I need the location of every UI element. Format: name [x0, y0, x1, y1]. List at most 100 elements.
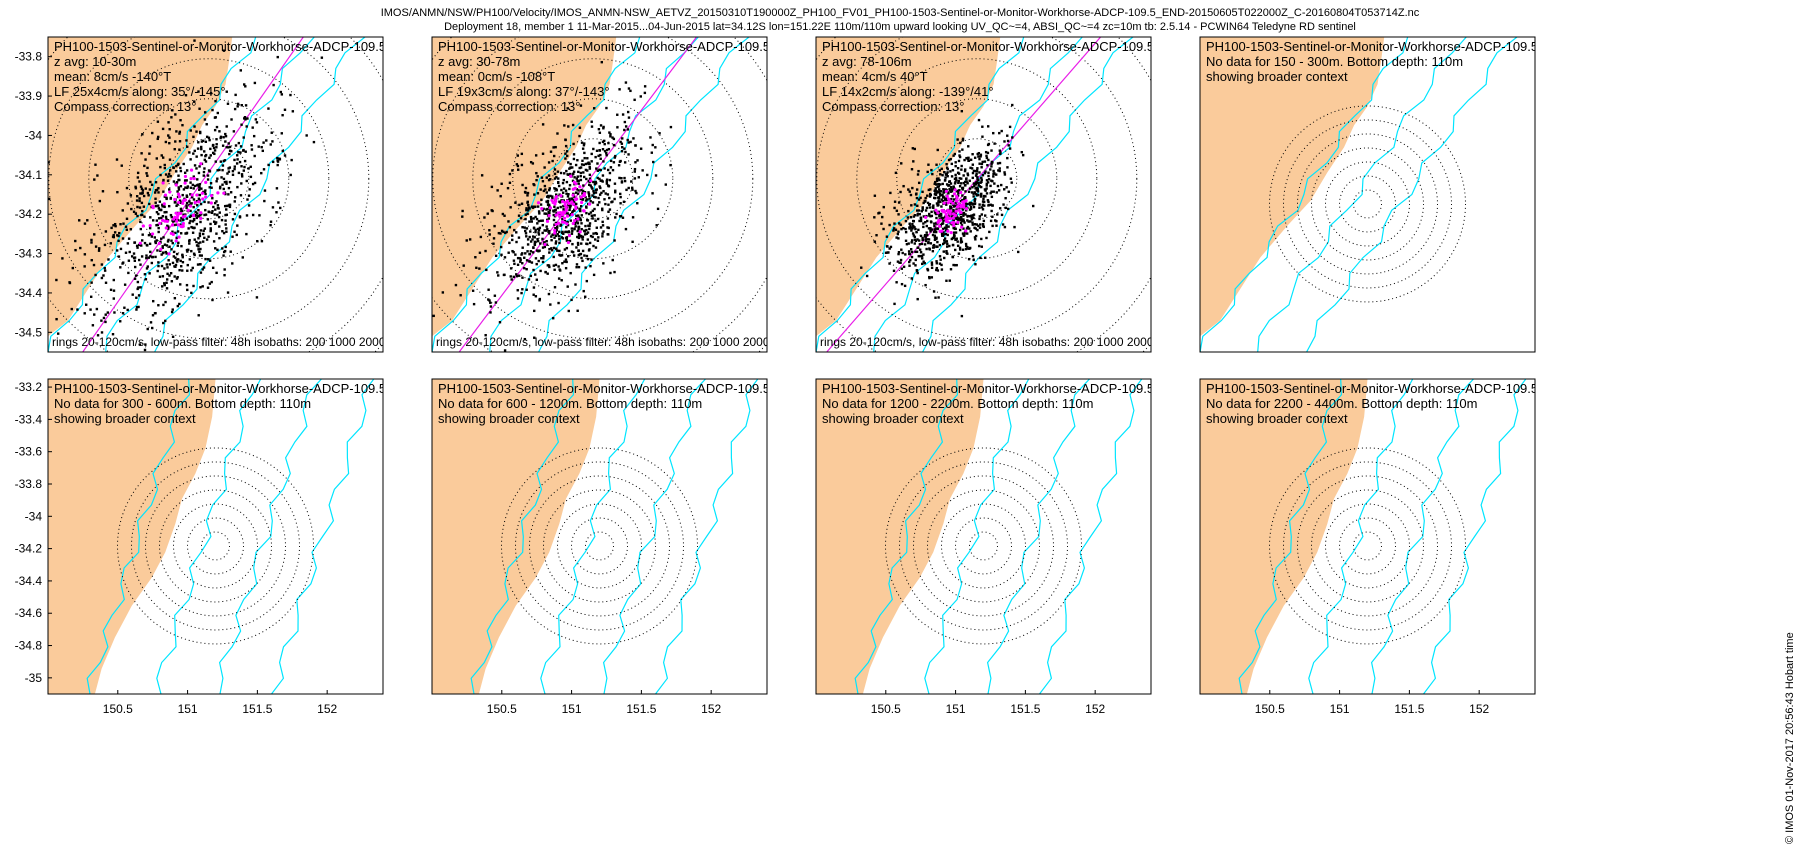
velocity-point: [533, 240, 537, 244]
velocity-point: [992, 190, 995, 193]
velocity-point: [160, 253, 163, 256]
velocity-point: [130, 207, 133, 211]
velocity-point: [577, 236, 581, 240]
velocity-point: [249, 165, 252, 169]
velocity-point: [179, 166, 182, 170]
lowpass-point: [204, 180, 208, 184]
velocity-point: [602, 160, 605, 163]
velocity-point: [576, 229, 579, 233]
isobath-line: [1039, 379, 1143, 694]
velocity-point: [179, 201, 183, 205]
velocity-point: [927, 188, 931, 192]
panel-info-line: No data for 300 - 600m. Bottom depth: 11…: [54, 396, 311, 411]
velocity-point: [147, 256, 150, 259]
velocity-point: [508, 181, 512, 184]
velocity-point: [562, 178, 565, 182]
velocity-point: [139, 220, 142, 224]
velocity-point: [985, 184, 988, 187]
velocity-point: [961, 139, 965, 142]
velocity-point: [536, 237, 539, 241]
velocity-point: [184, 186, 187, 189]
velocity-point: [973, 226, 976, 230]
velocity-point: [542, 207, 545, 211]
velocity-point: [218, 225, 221, 228]
velocity-point: [614, 154, 617, 158]
velocity-point: [181, 260, 185, 264]
velocity-point: [973, 199, 976, 202]
velocity-point: [620, 177, 623, 180]
instrument-label: PH100-1503-Sentinel-or-Monitor-Workhorse…: [54, 39, 386, 54]
isobath-line: [1423, 379, 1527, 694]
velocity-point: [127, 271, 130, 275]
velocity-point: [598, 168, 601, 172]
velocity-point: [555, 211, 558, 215]
velocity-point: [873, 216, 876, 219]
lowpass-point: [567, 201, 571, 205]
velocity-point: [951, 169, 955, 172]
velocity-point: [590, 258, 593, 261]
velocity-point: [239, 69, 243, 72]
velocity-point: [529, 230, 532, 233]
velocity-point: [97, 249, 101, 252]
velocity-point: [980, 178, 983, 182]
velocity-point: [580, 163, 584, 166]
velocity-point: [571, 229, 574, 233]
velocity-point: [984, 170, 987, 173]
velocity-point: [966, 232, 969, 235]
velocity-point: [166, 224, 169, 228]
lowpass-point: [177, 200, 181, 205]
velocity-point: [1006, 156, 1009, 160]
land-area: [432, 37, 617, 337]
lowpass-point: [955, 205, 960, 209]
velocity-ring: [585, 531, 614, 561]
velocity-point: [133, 277, 137, 280]
velocity-point: [94, 245, 98, 248]
velocity-point: [945, 279, 948, 282]
velocity-point: [499, 194, 502, 198]
velocity-point: [909, 216, 913, 219]
velocity-point: [186, 186, 189, 190]
velocity-point: [181, 218, 185, 222]
velocity-point: [96, 334, 100, 337]
velocity-point: [265, 139, 268, 142]
velocity-point: [957, 191, 960, 195]
velocity-point: [547, 212, 550, 216]
lowpass-point: [559, 194, 563, 198]
velocity-point: [597, 236, 600, 239]
velocity-point: [982, 224, 985, 228]
velocity-point: [985, 154, 988, 158]
velocity-point: [175, 258, 179, 262]
velocity-point: [166, 175, 170, 178]
velocity-point: [599, 186, 602, 190]
lowpass-point: [201, 197, 205, 201]
velocity-point: [627, 153, 630, 156]
velocity-point: [611, 258, 614, 262]
velocity-point: [204, 160, 208, 163]
velocity-point: [1008, 125, 1012, 129]
velocity-point: [156, 269, 159, 273]
velocity-point: [1001, 223, 1005, 226]
velocity-point: [913, 235, 917, 239]
velocity-point: [198, 107, 201, 110]
velocity-point: [209, 182, 213, 185]
velocity-point: [614, 216, 617, 219]
velocity-point: [925, 231, 928, 234]
velocity-point: [578, 234, 581, 237]
velocity-point: [576, 175, 579, 178]
velocity-point: [553, 286, 557, 289]
velocity-point: [197, 171, 201, 175]
velocity-point: [247, 167, 250, 170]
velocity-point: [588, 241, 592, 245]
velocity-point: [215, 200, 218, 203]
velocity-point: [551, 195, 554, 198]
velocity-point: [961, 194, 964, 197]
velocity-point: [577, 189, 580, 192]
velocity-point: [250, 148, 254, 151]
velocity-point: [168, 136, 171, 139]
velocity-point: [192, 252, 196, 255]
velocity-point: [561, 191, 565, 194]
velocity-point: [580, 222, 583, 225]
velocity-point: [899, 223, 902, 227]
velocity-point: [227, 186, 231, 190]
velocity-point: [170, 310, 174, 314]
